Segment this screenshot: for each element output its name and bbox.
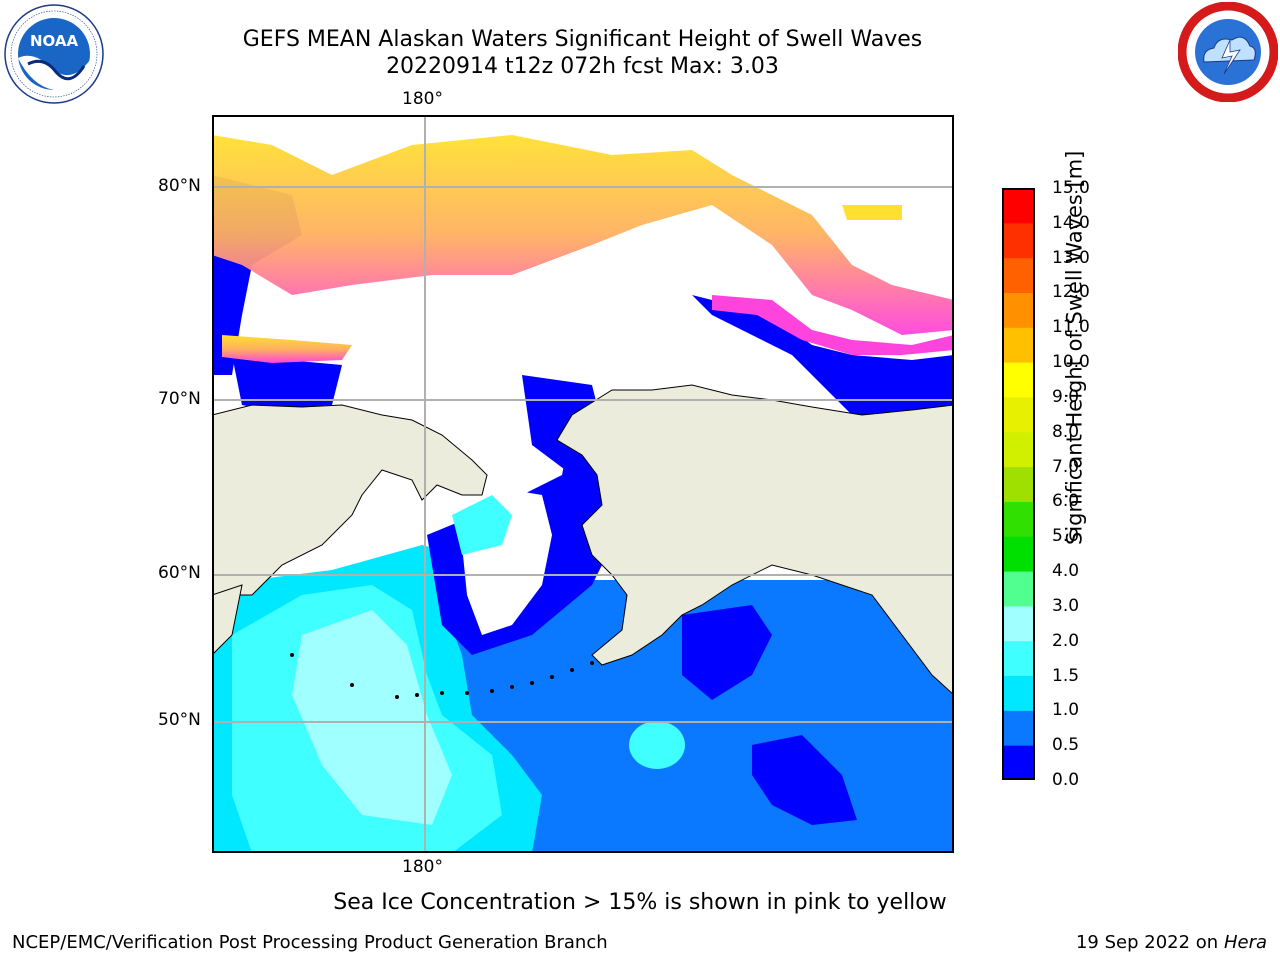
sea-ice-band-3 xyxy=(712,295,954,355)
colorbar-tick-label: 15.0 xyxy=(1052,178,1090,198)
colorbar-segment xyxy=(1002,536,1035,572)
colorbar-tick-label: 5.0 xyxy=(1052,526,1080,547)
colorbar-segment xyxy=(1002,640,1035,677)
low-swell-patch xyxy=(752,735,857,825)
colorbar-segment xyxy=(1002,571,1035,607)
colorbar-tick-label: 0.0 xyxy=(1052,770,1080,790)
footer-credit: NCEP/EMC/Verification Post Processing Pr… xyxy=(12,932,608,953)
colorbar-tick-label: 14.0 xyxy=(1052,212,1090,233)
colorbar-segment xyxy=(1002,745,1035,780)
colorbar-tick-label: 2.0 xyxy=(1052,630,1080,651)
swell-patch xyxy=(629,721,685,769)
sea-ice-patch xyxy=(842,205,902,220)
colorbar-segment xyxy=(1002,327,1035,363)
colorbar-tick-label: 4.0 xyxy=(1052,561,1080,582)
colorbar-tick-label: 11.0 xyxy=(1052,317,1090,338)
colorbar-segment xyxy=(1002,466,1035,502)
colorbar-segment xyxy=(1002,710,1035,746)
colorbar-tick-label: 10.0 xyxy=(1052,352,1090,373)
low-swell-gulf xyxy=(682,605,772,700)
colorbar-tick-label: 0.5 xyxy=(1052,735,1080,756)
caption: Sea Ice Concentration > 15% is shown in … xyxy=(333,890,947,915)
lat-label-50: 50°N xyxy=(158,710,201,730)
bering-swell xyxy=(452,495,512,555)
footer-date-text: 19 Sep 2022 on xyxy=(1075,932,1219,953)
colorbar-tick-label: 1.0 xyxy=(1052,700,1080,721)
colorbar-segment xyxy=(1002,675,1035,711)
kamchatka-land xyxy=(212,584,243,656)
lat-label-60: 60°N xyxy=(158,563,201,583)
noaa-logo: NOAA xyxy=(4,4,104,104)
colorbar-tick-label: 6.0 xyxy=(1052,491,1080,512)
colorbar xyxy=(1002,188,1035,780)
svg-text:NOAA: NOAA xyxy=(30,32,79,50)
map-panel xyxy=(212,115,954,853)
colorbar-tick-label: 7.0 xyxy=(1052,456,1080,477)
colorbar-tick-label: 8.0 xyxy=(1052,421,1080,442)
chukotka-land xyxy=(212,404,488,596)
colorbar-segment xyxy=(1002,222,1035,259)
map-frame xyxy=(212,115,954,853)
lon-label-top: 180° xyxy=(402,89,443,109)
colorbar-segment xyxy=(1002,292,1035,328)
colorbar-segment xyxy=(1002,362,1035,398)
chart-subtitle: 20220914 t12z 072h fcst Max: 3.03 xyxy=(386,54,779,79)
beaufort-low xyxy=(692,295,954,415)
colorbar-tick-label: 9.0 xyxy=(1052,386,1080,407)
swell-zone-2.0-3.0 xyxy=(292,610,452,825)
colorbar-tick-label: 1.5 xyxy=(1052,665,1080,686)
colorbar-segment xyxy=(1002,431,1035,468)
colorbar-tick-label: 13.0 xyxy=(1052,247,1090,268)
lat-label-80: 80°N xyxy=(158,176,201,196)
footer-host: Hera xyxy=(1223,932,1267,953)
colorbar-tick-label: 12.0 xyxy=(1052,282,1090,303)
svg-text:★ ★ ★: ★ ★ ★ xyxy=(1218,93,1238,100)
lon-label-bottom: 180° xyxy=(402,857,443,877)
footer-date: 19 Sep 2022 on Hera xyxy=(1076,932,1267,953)
colorbar-tick-label: 3.0 xyxy=(1052,595,1080,616)
chart-title: GEFS MEAN Alaskan Waters Significant Hei… xyxy=(242,27,923,52)
colorbar-frame xyxy=(1002,188,1035,780)
colorbar-segment xyxy=(1002,188,1035,224)
sea-ice-band-2 xyxy=(222,335,352,363)
colorbar-segment xyxy=(1002,501,1035,537)
colorbar-segment xyxy=(1002,257,1035,293)
colorbar-label: Significant Height of Swell Waves [m] xyxy=(1062,150,1087,545)
sea-ice-band xyxy=(212,135,954,335)
graticule xyxy=(212,115,954,853)
aleutian-islands xyxy=(290,653,594,699)
nws-logo: ★ ★ ★ xyxy=(1178,2,1278,102)
lat-label-70: 70°N xyxy=(158,389,201,409)
colorbar-segment xyxy=(1002,396,1035,433)
colorbar-segment xyxy=(1002,605,1035,642)
